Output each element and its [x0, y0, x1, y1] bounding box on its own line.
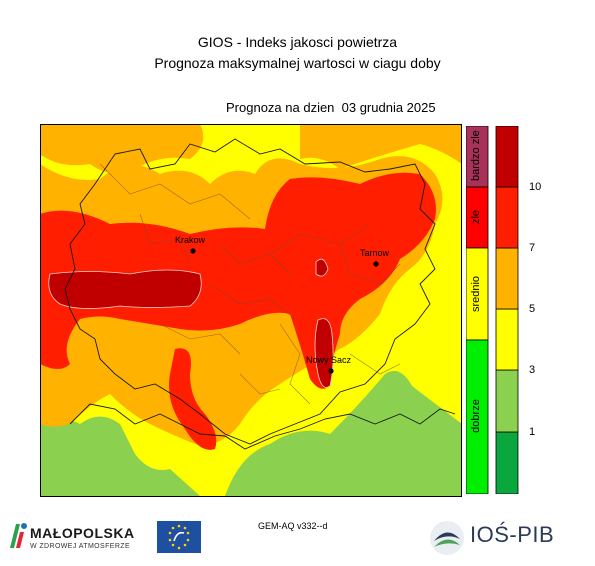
- scale-step-2: [495, 369, 519, 433]
- band-label-good: dobrze: [470, 399, 482, 433]
- city-tarnow: Tarnow: [360, 248, 390, 267]
- map-frame: [40, 124, 462, 497]
- model-version: GEM-AQ v332--d: [258, 521, 328, 531]
- band-label-moderate: srednio: [470, 275, 482, 313]
- band-good: [466, 339, 489, 494]
- band-label-very-bad: bardzo zle: [470, 130, 482, 181]
- zone-good-south: [225, 370, 462, 496]
- city-label: Tarnow: [360, 248, 390, 258]
- malopolska-logo-subtitle: W ZDROWEJ ATMOSFERZE: [30, 543, 131, 550]
- color-scale: [495, 126, 519, 494]
- scale-step-1: [495, 431, 519, 494]
- city-label: Krakow: [175, 235, 206, 245]
- scale-tick-label: 10: [529, 181, 542, 193]
- ios-pib-logo-text: IOŚ-PIB: [470, 522, 555, 547]
- country-boundary: [69, 403, 456, 450]
- zone-moderate-high-east: [300, 124, 462, 169]
- map-subtitle: Prognoza maksymalnej wartosci w ciagu do…: [154, 55, 441, 71]
- ios-pib-logo-icon: [430, 521, 464, 555]
- scale-tick-label: 1: [529, 426, 536, 438]
- malopolska-logo-icon: [10, 523, 27, 548]
- city-krakow: Krakow: [175, 235, 206, 254]
- scale-tick-label: 3: [529, 364, 536, 376]
- air-quality-map: Krakow Tarnow Nowy Sacz: [40, 124, 462, 497]
- city-nowy-sacz: Nowy Sacz: [306, 355, 352, 374]
- zone-very-bad: [48, 269, 202, 309]
- malopolska-logo-text: MAŁOPOLSKA: [30, 525, 135, 541]
- eu-life-logo-icon: [157, 521, 201, 553]
- zone-bad-main: [40, 172, 436, 389]
- county-boundaries: [99, 163, 401, 405]
- zone-very-bad-small: [315, 258, 329, 277]
- zone-bad-south: [169, 348, 217, 450]
- city-label: Nowy Sacz: [306, 355, 352, 365]
- zone-moderate-high-northwest: [40, 124, 204, 173]
- zone-good-southwest: [40, 416, 200, 496]
- band-label-bad: zle: [470, 209, 482, 225]
- scale-tick-label: 7: [529, 242, 536, 254]
- scale-step-3: [495, 308, 519, 371]
- category-legend: [466, 126, 519, 494]
- forecast-date: Prognoza na dzien 03 grudnia 2025: [226, 100, 436, 115]
- scale-step-5: [495, 186, 519, 249]
- scale-step-6: [495, 126, 519, 188]
- map-title: GIOS - Indeks jakosci powietrza: [197, 34, 398, 50]
- scale-tick-label: 5: [529, 303, 536, 315]
- scale-step-4: [495, 247, 519, 310]
- voivodeship-boundary: [64, 138, 436, 445]
